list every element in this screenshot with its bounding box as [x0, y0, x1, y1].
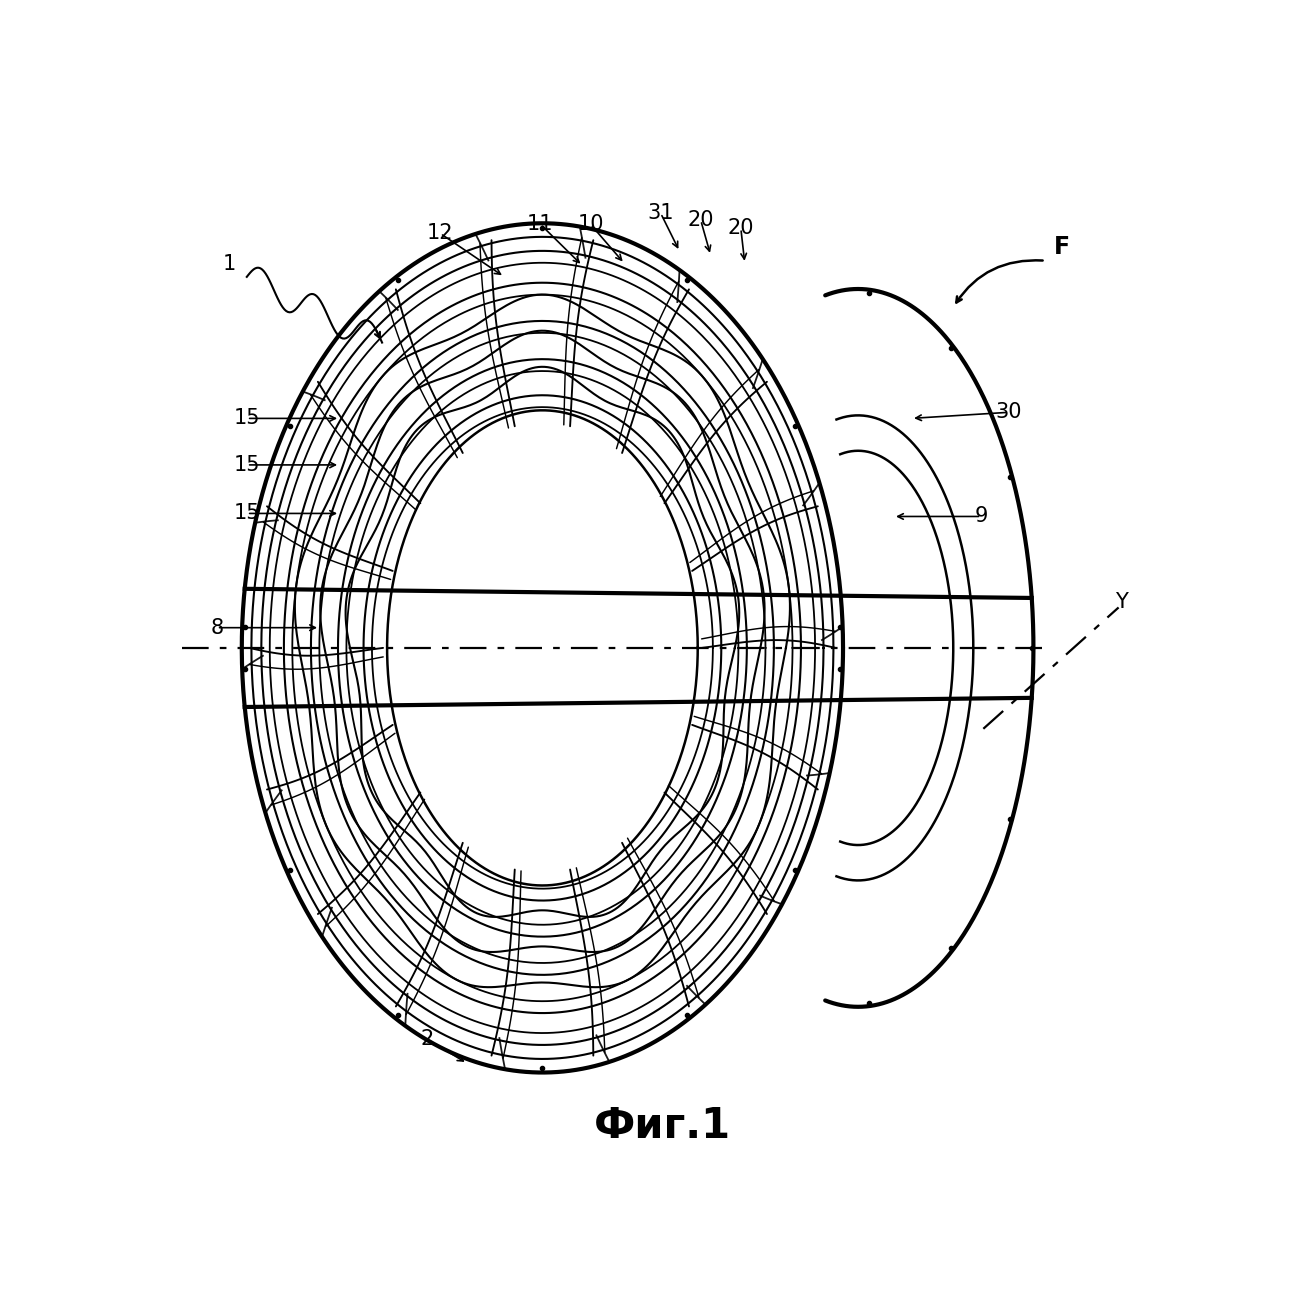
Text: 12: 12	[427, 223, 454, 243]
Text: 20: 20	[688, 210, 714, 230]
Text: 20: 20	[728, 218, 754, 239]
Text: 15: 15	[234, 454, 260, 475]
Text: 15: 15	[234, 503, 260, 524]
Text: 10: 10	[577, 214, 604, 234]
Text: 30: 30	[996, 402, 1021, 423]
Text: 8: 8	[211, 617, 224, 638]
Text: 11: 11	[528, 214, 553, 234]
Text: 9: 9	[975, 507, 988, 527]
Text: F: F	[1054, 235, 1069, 259]
Text: 15: 15	[234, 408, 260, 428]
Text: Y: Y	[1115, 592, 1127, 612]
Text: 2: 2	[420, 1029, 433, 1049]
Text: 1: 1	[224, 253, 237, 273]
Text: Фиг.1: Фиг.1	[593, 1106, 732, 1148]
Text: 31: 31	[648, 204, 674, 223]
